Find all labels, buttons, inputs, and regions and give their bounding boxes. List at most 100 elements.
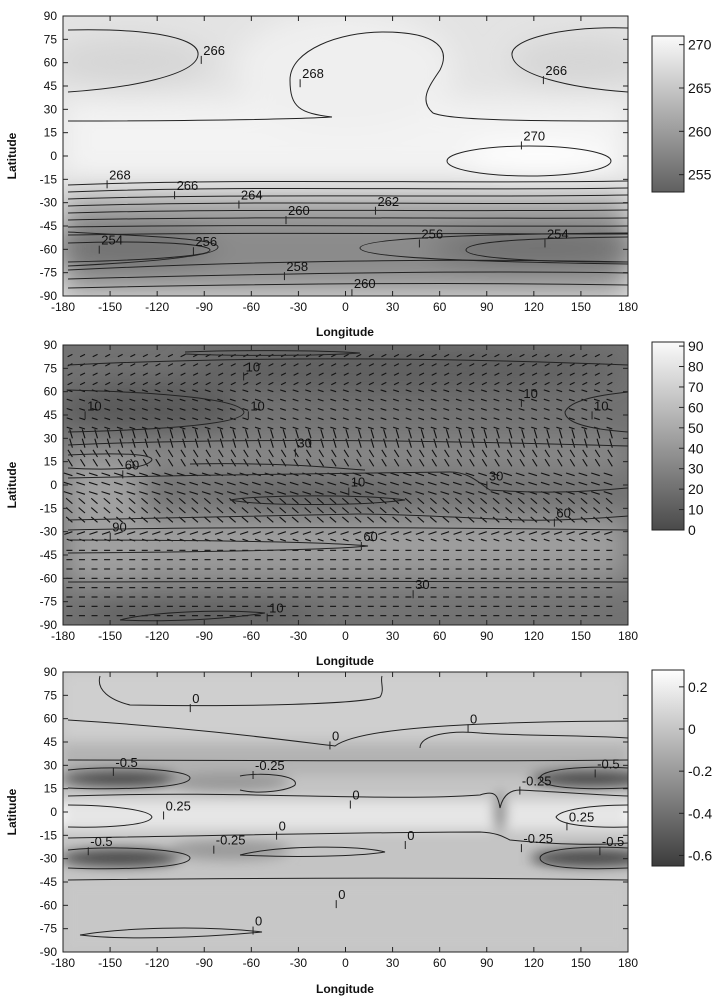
wind-vector <box>155 363 161 367</box>
wind-vector <box>92 372 98 376</box>
wind-vector <box>468 426 475 430</box>
wind-vector <box>292 389 299 393</box>
wind-vector <box>544 353 550 358</box>
wind-vector <box>327 491 337 495</box>
panel-1-field: 266 268 266 270 268 266 264 262 260 256 254 254 256 2… <box>63 16 628 296</box>
xtick-label: 120 <box>524 300 544 314</box>
wind-vector <box>508 429 513 439</box>
wind-vector <box>607 449 613 458</box>
wind-vector <box>277 531 287 535</box>
wind-vector <box>103 507 111 514</box>
xtick-label: -30 <box>290 629 308 643</box>
wind-vector <box>343 449 350 458</box>
wind-vector <box>179 408 186 411</box>
wind-vector <box>368 353 374 358</box>
wind-vector <box>518 389 525 393</box>
wind-vector <box>531 372 538 376</box>
wind-vector <box>428 531 437 535</box>
wind-vector <box>480 417 487 421</box>
wind-vector <box>429 497 437 505</box>
wind-vector <box>139 472 148 477</box>
wind-vector <box>444 363 450 367</box>
wind-vector <box>557 363 563 367</box>
wind-vector <box>279 408 287 411</box>
wind-vector <box>567 507 575 514</box>
wind-vector <box>443 426 450 430</box>
ytick-label: 90 <box>44 338 58 352</box>
wind-vector <box>117 372 123 376</box>
ytick-label: 0 <box>50 149 57 163</box>
wind-vector <box>381 353 387 358</box>
wind-vector <box>379 497 387 505</box>
wind-vector <box>444 449 450 458</box>
wind-vector <box>431 353 437 358</box>
wind-vector <box>521 429 525 439</box>
wind-vector <box>454 507 462 514</box>
wind-vector <box>468 408 475 411</box>
wind-vector <box>268 372 274 376</box>
wind-vector <box>279 426 287 430</box>
wind-vector <box>393 363 400 367</box>
wind-vector <box>506 458 513 467</box>
ytick-label: 90 <box>44 9 58 23</box>
ytick-label: 15 <box>44 782 58 796</box>
wind-vector <box>455 398 462 402</box>
colorbar-tick-label: 70 <box>688 379 704 395</box>
wind-vector <box>442 497 450 505</box>
wind-vector <box>192 417 199 421</box>
wind-vector <box>155 449 161 458</box>
wind-vector <box>113 481 123 486</box>
wind-vector <box>243 363 249 367</box>
wind-vector <box>480 538 487 542</box>
wind-vector <box>142 372 148 376</box>
wind-vector <box>503 472 513 477</box>
wind-vector <box>126 472 136 477</box>
wind-vector <box>480 507 488 514</box>
wind-vector <box>218 363 224 367</box>
wind-vector <box>365 481 374 486</box>
wind-vector <box>418 381 425 386</box>
wind-vector <box>542 497 550 505</box>
wind-vector <box>593 538 600 542</box>
wind-vector <box>405 538 412 542</box>
wind-vector <box>189 491 199 495</box>
wind-vector <box>591 481 600 486</box>
wind-vector <box>69 438 73 448</box>
wind-vector <box>468 389 475 393</box>
wind-vector <box>217 389 224 393</box>
wind-vector <box>268 458 274 467</box>
wind-vector <box>456 372 462 376</box>
colorbar-tick-label: -0.4 <box>688 805 712 821</box>
wind-vector <box>79 398 86 402</box>
wind-vector <box>379 507 387 514</box>
xtick-label: 90 <box>480 629 494 643</box>
wind-vector <box>80 449 86 458</box>
xtick-label: 180 <box>618 956 638 970</box>
wind-vector <box>454 516 462 523</box>
wind-vector <box>569 353 575 358</box>
wind-vector <box>207 438 212 448</box>
wind-vector <box>606 538 613 542</box>
wind-vector <box>254 389 261 393</box>
wind-vector <box>392 417 400 421</box>
wind-vector <box>141 408 148 411</box>
colorbar-tick-label: 30 <box>688 461 704 477</box>
ytick-label: 75 <box>44 361 58 375</box>
wind-vector <box>167 458 174 467</box>
contour-label: 254 <box>101 233 123 248</box>
wind-vector <box>141 516 149 523</box>
ytick-label: -45 <box>40 548 58 562</box>
wind-vector <box>305 363 312 367</box>
wind-vector <box>607 353 613 358</box>
wind-vector <box>379 516 387 523</box>
wind-vector <box>126 481 136 486</box>
xtick-label: 150 <box>571 300 591 314</box>
wind-vector <box>241 507 249 514</box>
xtick-label: 180 <box>618 629 638 643</box>
wind-vector <box>307 429 312 439</box>
wind-vector <box>128 516 136 523</box>
panel-2-field: 10 10 10 10 10 30 60 30 10 60 90 60 30 10 <box>63 345 628 625</box>
wind-vector <box>293 381 299 386</box>
wind-vector <box>227 531 236 535</box>
wind-vector <box>90 507 98 514</box>
